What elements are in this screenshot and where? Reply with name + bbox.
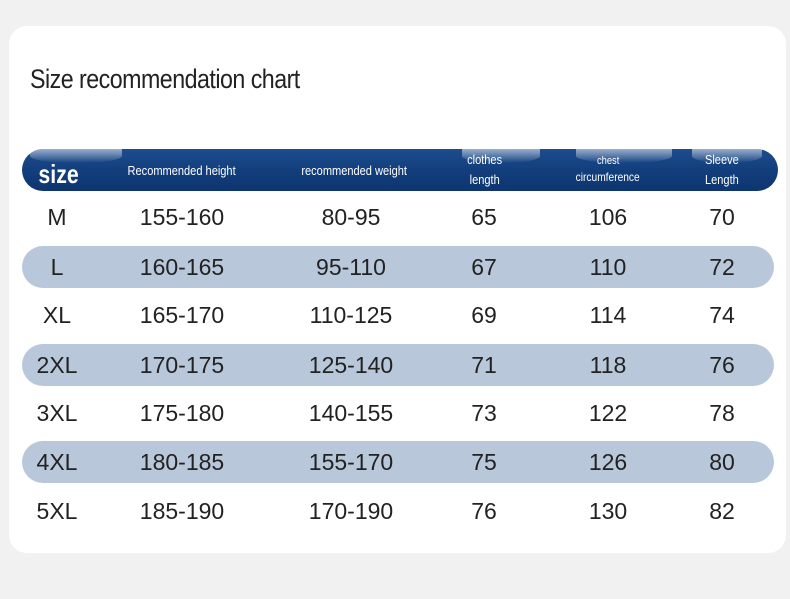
- cell-chest: 114: [589, 302, 627, 328]
- table-row: 3XL 175-180 140-155 73 122 78: [22, 392, 774, 434]
- cell-sleeve: 82: [709, 498, 735, 524]
- cell-size: XL: [42, 302, 72, 328]
- table-row: M 155-160 80-95 65 106 70: [22, 196, 774, 238]
- cell-length: 65: [471, 204, 497, 230]
- cell-height: 180-185: [139, 449, 225, 475]
- cell-size: 2XL: [36, 352, 78, 378]
- cell-sleeve: 78: [709, 400, 735, 426]
- header-chest-circumference: chest circumference: [575, 155, 641, 184]
- cell-chest: 118: [589, 352, 627, 378]
- cell-length: 71: [471, 352, 497, 378]
- cell-size: 3XL: [36, 400, 78, 426]
- header-recommended-height: Recommended height: [127, 162, 237, 178]
- cell-length: 76: [471, 498, 497, 524]
- header-glow: [576, 149, 672, 163]
- table-row: L 160-165 95-110 67 110 72: [22, 246, 774, 288]
- cell-chest: 106: [588, 204, 628, 230]
- cell-size: 4XL: [36, 449, 78, 475]
- cell-weight: 140-155: [308, 400, 394, 426]
- cell-size: 5XL: [36, 498, 78, 524]
- cell-height: 170-175: [139, 352, 225, 378]
- cell-weight: 80-95: [321, 204, 381, 230]
- cell-length: 69: [471, 302, 497, 328]
- cell-weight: 95-110: [316, 254, 386, 280]
- header-clothes-length: clothes length: [466, 152, 503, 187]
- cell-chest: 126: [588, 449, 628, 475]
- cell-sleeve: 74: [709, 302, 735, 328]
- cell-weight: 170-190: [308, 498, 394, 524]
- header-glow: [30, 149, 122, 163]
- cell-weight: 110-125: [309, 302, 393, 328]
- header-size: size: [38, 158, 80, 189]
- cell-height: 165-170: [139, 302, 225, 328]
- table-row: 5XL 185-190 170-190 76 130 82: [22, 490, 774, 532]
- cell-height: 155-160: [139, 204, 225, 230]
- cell-height: 185-190: [139, 498, 225, 524]
- table-row: XL 165-170 110-125 69 114 74: [22, 294, 774, 336]
- cell-chest: 130: [588, 498, 628, 524]
- page-title: Size recommendation chart: [30, 64, 300, 94]
- table-header: size Recommended height recommended weig…: [22, 149, 778, 191]
- header-recommended-weight: recommended weight: [301, 162, 407, 178]
- cell-weight: 155-170: [308, 449, 394, 475]
- header-glow: [462, 149, 540, 163]
- table-row: 2XL 170-175 125-140 71 118 76: [22, 344, 774, 386]
- header-glow: [692, 149, 762, 163]
- cell-length: 67: [471, 254, 497, 280]
- cell-chest: 110: [589, 254, 627, 280]
- cell-sleeve: 72: [709, 254, 735, 280]
- table-row: 4XL 180-185 155-170 75 126 80: [22, 441, 774, 483]
- cell-length: 75: [471, 449, 497, 475]
- cell-sleeve: 70: [709, 204, 735, 230]
- cell-sleeve: 76: [709, 352, 735, 378]
- cell-sleeve: 80: [709, 449, 735, 475]
- cell-height: 175-180: [139, 400, 225, 426]
- cell-length: 73: [471, 400, 497, 426]
- cell-weight: 125-140: [308, 352, 394, 378]
- cell-size: L: [50, 254, 64, 280]
- cell-size: M: [47, 204, 67, 230]
- cell-chest: 122: [588, 400, 628, 426]
- cell-height: 160-165: [139, 254, 225, 280]
- header-sleeve-length: Sleeve Length: [705, 152, 739, 187]
